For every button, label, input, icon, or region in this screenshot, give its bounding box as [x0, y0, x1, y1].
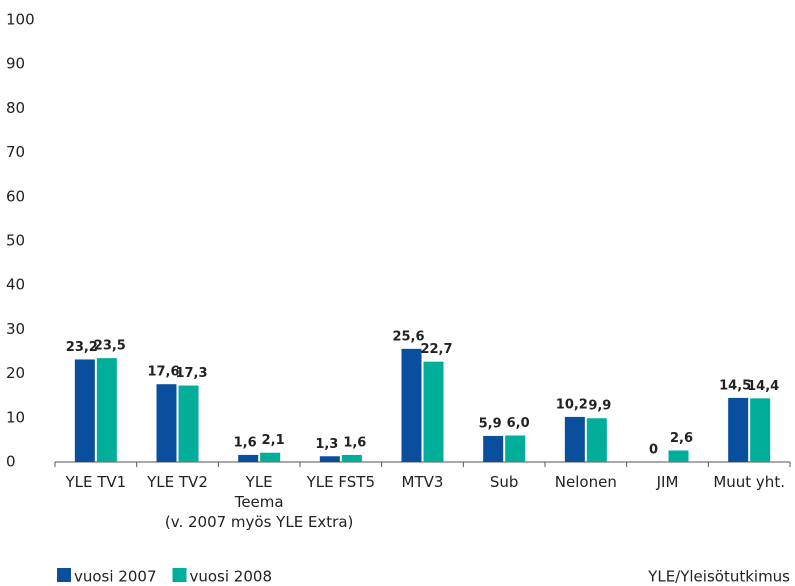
y-tick-label: 60	[6, 187, 25, 205]
bar	[750, 398, 771, 462]
value-label: 1,3	[315, 437, 338, 452]
value-label: 23,2	[66, 340, 98, 355]
source: YLE/Yleisötutkimus	[647, 568, 790, 586]
value-label: 17,3	[175, 366, 207, 381]
value-label: 25,6	[392, 329, 424, 344]
value-label: 10,2	[556, 397, 588, 412]
value-label: 5,9	[479, 416, 502, 431]
bar	[341, 454, 362, 462]
bar	[423, 361, 444, 462]
y-tick-label: 40	[6, 276, 25, 294]
x-tick-label: YLE TV1	[65, 473, 127, 491]
y-tick-label: 50	[6, 232, 25, 250]
bar	[728, 397, 749, 462]
bar	[238, 454, 259, 462]
value-label: 1,6	[234, 435, 257, 450]
legend-label: vuosi 2007	[74, 568, 157, 586]
bar	[178, 385, 199, 462]
x-tick-label: Muut yht.	[713, 473, 785, 491]
value-label: 23,5	[94, 339, 126, 354]
bar	[319, 456, 340, 462]
bar	[74, 359, 95, 462]
bar	[586, 418, 607, 462]
x-tick-label: JIM	[656, 473, 679, 491]
y-tick-label: 80	[6, 99, 25, 117]
x-tick-label: YLE TV2	[147, 473, 208, 491]
y-tick-label: 20	[6, 364, 25, 382]
y-tick-label: 30	[6, 320, 25, 338]
y-tick-label: 100	[6, 11, 35, 29]
legend-swatch	[172, 568, 187, 582]
bar	[401, 348, 422, 462]
value-label: 14,4	[747, 379, 779, 394]
x-tick-label: MTV3	[401, 473, 444, 491]
x-tick-label: YLE Teema	[234, 473, 284, 511]
value-label: 9,9	[588, 399, 611, 414]
bar	[156, 384, 177, 462]
bar	[260, 452, 281, 462]
y-tick-label: 70	[6, 143, 25, 161]
value-label: 6,0	[507, 416, 530, 431]
value-label: 0	[649, 443, 658, 458]
value-label: 1,6	[343, 435, 366, 450]
x-tick-note: (v. 2007 myös YLE Extra)	[164, 513, 354, 531]
x-tick-label: Sub	[489, 473, 519, 491]
value-label: 2,1	[262, 433, 285, 448]
bar	[483, 435, 504, 462]
y-tick-label: 10	[6, 408, 25, 426]
y-tick-label: 0	[6, 453, 16, 471]
value-label: 2,6	[670, 431, 693, 446]
bar	[668, 450, 689, 462]
value-label: 22,7	[420, 342, 452, 357]
y-tick-label: 90	[6, 55, 25, 73]
bar	[96, 358, 117, 462]
value-label: 17,6	[147, 365, 179, 380]
value-label: 14,5	[719, 378, 751, 393]
bar	[564, 416, 585, 462]
x-tick-label: YLE FST5	[306, 473, 375, 491]
legend-label: vuosi 2008	[190, 568, 273, 586]
legend-swatch	[57, 568, 71, 582]
bar	[505, 435, 526, 462]
x-tick-label: Nelonen	[554, 473, 617, 491]
